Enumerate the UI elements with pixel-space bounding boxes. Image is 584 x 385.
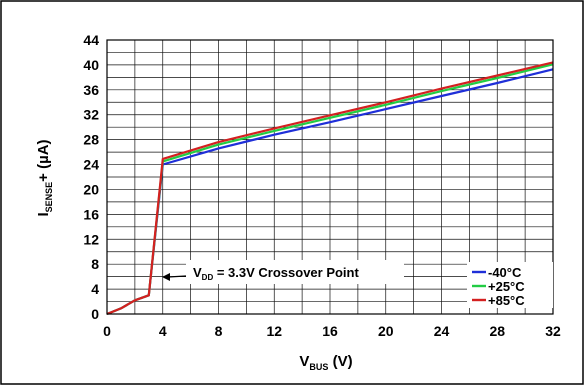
y-tick-labels: 0 4 8 12 16 20 24 28 32 36 40 44 (83, 32, 99, 322)
crossover-annotation: VDD = 3.3V Crossover Point (162, 260, 404, 284)
x-tick-label: 32 (545, 323, 561, 339)
x-axis-label: VBUS (V) (299, 353, 352, 372)
x-tick-label: 12 (266, 323, 282, 339)
series-layer (106, 61, 554, 316)
legend-item-plus85: +85°C (472, 293, 525, 308)
y-tick-label: 20 (83, 181, 99, 197)
y-axis-label: ISENSE+ (µA) (35, 139, 54, 216)
y-tick-label: 28 (83, 132, 99, 148)
y-tick-label: 44 (83, 32, 99, 48)
x-tick-label: 0 (103, 323, 111, 339)
legend: -40°C +25°C +85°C (467, 262, 553, 308)
y-tick-label: 40 (83, 57, 99, 73)
y-tick-label: 24 (83, 157, 99, 173)
legend-label-minus40: -40°C (488, 265, 522, 280)
legend-label-plus25: +25°C (488, 279, 525, 294)
y-tick-label: 16 (83, 206, 99, 222)
legend-label-plus85: +85°C (488, 293, 525, 308)
annotation-text: VDD = 3.3V Crossover Point (193, 265, 359, 282)
annotation-arrow-line (167, 275, 187, 278)
x-tick-label: 8 (215, 323, 223, 339)
x-tick-label: 24 (434, 323, 450, 339)
x-tick-label: 20 (378, 323, 394, 339)
x-tick-label: 16 (322, 323, 338, 339)
x-tick-label: 4 (159, 323, 167, 339)
x-tick-label: 28 (489, 323, 505, 339)
y-tick-label: 12 (83, 231, 99, 247)
x-tick-labels: 0 4 8 12 16 20 24 28 32 (103, 323, 561, 339)
annotation-box (186, 260, 404, 284)
y-tick-label: 32 (83, 107, 99, 123)
y-tick-label: 4 (91, 281, 99, 297)
plot-border (106, 39, 554, 315)
y-tick-label: 36 (83, 82, 99, 98)
legend-item-plus25: +25°C (472, 279, 525, 294)
y-tick-label: 8 (91, 256, 99, 272)
legend-item-minus40: -40°C (472, 265, 522, 280)
series-line-2 (106, 61, 554, 316)
y-tick-label: 0 (91, 306, 99, 322)
annotation-arrow-head (162, 273, 170, 281)
